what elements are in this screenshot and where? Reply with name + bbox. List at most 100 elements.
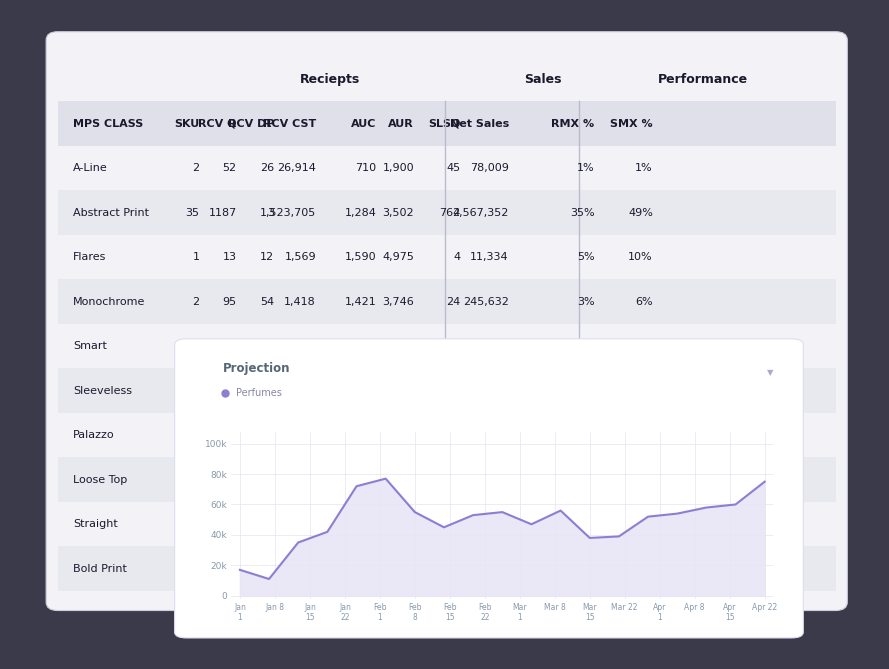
Text: 3,746: 3,746 (382, 296, 414, 306)
Bar (58, 369, 836, 413)
Text: 1187: 1187 (208, 207, 236, 217)
Text: 4%: 4% (577, 430, 595, 440)
Text: 54: 54 (260, 296, 274, 306)
Text: 2: 2 (192, 163, 199, 173)
Text: 12: 12 (260, 252, 274, 262)
Text: SMX %: SMX % (610, 118, 653, 128)
Text: 1,284: 1,284 (345, 207, 377, 217)
Text: 1,900: 1,900 (382, 163, 414, 173)
Text: Sales: Sales (525, 73, 562, 86)
Text: 2: 2 (192, 296, 199, 306)
Text: SLSQ: SLSQ (428, 118, 461, 128)
Text: 710: 710 (356, 163, 377, 173)
Text: Palazzo: Palazzo (73, 430, 115, 440)
Text: 1,590: 1,590 (345, 252, 377, 262)
Text: 764: 764 (439, 207, 461, 217)
Text: MPS CLASS: MPS CLASS (73, 118, 144, 128)
Text: 1,445: 1,445 (284, 385, 316, 395)
Text: Reciepts: Reciepts (300, 73, 360, 86)
Text: Perfumes: Perfumes (236, 389, 282, 399)
Text: 17: 17 (446, 341, 461, 351)
Text: 2: 2 (192, 341, 199, 351)
Text: 1,016: 1,016 (284, 341, 316, 351)
Text: 49%: 49% (628, 207, 653, 217)
Text: 900: 900 (356, 430, 377, 440)
Bar (58, 547, 836, 591)
Text: AUR: AUR (388, 118, 414, 128)
FancyBboxPatch shape (174, 339, 804, 638)
Text: 1,421: 1,421 (345, 296, 377, 306)
Text: Net Sales: Net Sales (450, 118, 509, 128)
Text: 7%: 7% (635, 385, 653, 395)
Text: 24: 24 (446, 296, 461, 306)
Text: 3: 3 (192, 430, 199, 440)
Text: 3%: 3% (577, 296, 595, 306)
Text: 1,019: 1,019 (345, 341, 377, 351)
Text: 45: 45 (446, 163, 461, 173)
FancyBboxPatch shape (46, 31, 847, 611)
Text: 66,743: 66,743 (470, 341, 509, 351)
Text: 1,418: 1,418 (284, 296, 316, 306)
Bar (58, 458, 836, 502)
Text: 6%: 6% (636, 296, 653, 306)
Text: 109: 109 (215, 430, 236, 440)
Text: Projection: Projection (223, 362, 291, 375)
Text: Smart: Smart (73, 341, 108, 351)
Text: Abstract Print: Abstract Print (73, 207, 149, 217)
Text: 5%: 5% (577, 252, 595, 262)
Text: 1%: 1% (636, 163, 653, 173)
Text: RCV DP: RCV DP (228, 118, 274, 128)
Text: 4%: 4% (635, 430, 653, 440)
Text: RCV CST: RCV CST (263, 118, 316, 128)
Text: 1,001: 1,001 (345, 385, 377, 395)
Text: 1,569: 1,569 (284, 252, 316, 262)
Text: 5%: 5% (577, 341, 595, 351)
Text: 2,567,352: 2,567,352 (453, 207, 509, 217)
Text: A-Line: A-Line (73, 163, 108, 173)
Text: 2%: 2% (577, 385, 595, 395)
Text: 3,244: 3,244 (382, 341, 414, 351)
Text: Straight: Straight (73, 519, 118, 529)
Text: 65: 65 (260, 385, 274, 395)
Text: Flares: Flares (73, 252, 107, 262)
Text: 35%: 35% (570, 207, 595, 217)
Text: 95: 95 (222, 296, 236, 306)
Text: 3,910: 3,910 (382, 430, 414, 440)
Text: Monochrome: Monochrome (73, 296, 146, 306)
Text: 45: 45 (446, 430, 461, 440)
Text: 6%: 6% (636, 474, 653, 484)
Text: 546,223: 546,223 (463, 385, 509, 395)
Text: AUC: AUC (351, 118, 377, 128)
Text: 52: 52 (222, 163, 236, 173)
Text: RCV Q: RCV Q (198, 118, 236, 128)
Text: 9%: 9% (635, 563, 653, 573)
Text: Sleeveless: Sleeveless (73, 385, 132, 395)
Text: 1: 1 (192, 252, 199, 262)
Text: 78,009: 78,009 (470, 163, 509, 173)
Text: 543: 543 (215, 385, 236, 395)
Text: Loose Top: Loose Top (73, 474, 128, 484)
Text: Bold Print: Bold Print (73, 563, 127, 573)
Text: 16: 16 (260, 341, 274, 351)
Bar (58, 191, 836, 235)
Text: 26: 26 (260, 163, 274, 173)
Text: 4: 4 (453, 252, 461, 262)
Text: 32: 32 (222, 341, 236, 351)
Text: 215: 215 (439, 385, 461, 395)
Text: SKU: SKU (174, 118, 199, 128)
Text: 15%: 15% (629, 341, 653, 351)
Text: 3: 3 (267, 207, 274, 217)
Text: RMX %: RMX % (551, 118, 595, 128)
Text: 11,334: 11,334 (470, 252, 509, 262)
Text: 2,654: 2,654 (382, 385, 414, 395)
Text: 4,975: 4,975 (382, 252, 414, 262)
Text: 245,632: 245,632 (463, 296, 509, 306)
Bar (58, 280, 836, 324)
Text: ▼: ▼ (766, 367, 773, 377)
Text: 34: 34 (260, 430, 274, 440)
Text: 35: 35 (186, 207, 199, 217)
Text: 3,502: 3,502 (382, 207, 414, 217)
Text: 1%: 1% (577, 163, 595, 173)
Text: Performance: Performance (659, 73, 749, 86)
Text: 8: 8 (192, 385, 199, 395)
